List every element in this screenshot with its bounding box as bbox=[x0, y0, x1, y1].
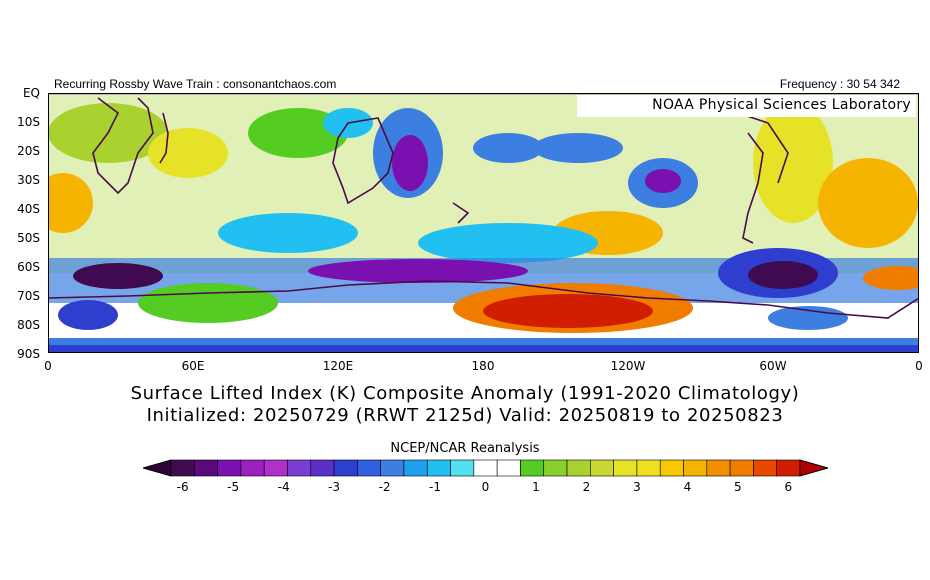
colorbar-bin bbox=[659, 459, 684, 477]
lon-label: 0 bbox=[915, 359, 923, 373]
colorbar-bin bbox=[263, 459, 288, 477]
coastlines bbox=[48, 97, 919, 319]
colorbar-bin bbox=[287, 459, 312, 477]
anomaly-field bbox=[48, 93, 919, 353]
colorbar-bin bbox=[240, 459, 265, 477]
colorbar-tick-label: 5 bbox=[734, 480, 742, 494]
colorbar bbox=[143, 459, 828, 477]
colorbar-bin bbox=[170, 459, 195, 477]
map-credit: NOAA Physical Sciences Laboratory bbox=[577, 95, 916, 117]
colorbar-bin bbox=[590, 459, 614, 477]
colorbar-bin bbox=[473, 459, 498, 477]
colorbar-tick-label: -3 bbox=[328, 480, 341, 494]
lat-label: EQ bbox=[22, 86, 40, 100]
lat-label: 10S bbox=[17, 115, 40, 129]
colorbar-tick-label: -1 bbox=[429, 480, 441, 494]
lon-label: 0 bbox=[44, 359, 52, 373]
colorbar-bin bbox=[753, 459, 778, 477]
colorbar-bin bbox=[403, 459, 428, 477]
colorbar-tick-label: 0 bbox=[481, 480, 490, 494]
lat-label: 20S bbox=[17, 144, 40, 158]
lat-label: 50S bbox=[17, 231, 40, 245]
lat-label: 70S bbox=[17, 289, 40, 303]
colorbar-bin bbox=[729, 459, 754, 477]
colorbar-bin bbox=[426, 459, 451, 477]
lat-label: 30S bbox=[17, 173, 40, 187]
lat-label: 90S bbox=[17, 347, 40, 361]
lat-label: 80S bbox=[17, 318, 40, 332]
colorbar-max-arrow bbox=[799, 459, 828, 477]
lon-label: 120W bbox=[610, 359, 646, 373]
colorbar-bin bbox=[543, 459, 568, 477]
lon-label: 60W bbox=[759, 359, 787, 373]
colorbar-bin bbox=[333, 459, 358, 477]
colorbar-tick-label: -2 bbox=[378, 480, 391, 494]
colorbar-bin bbox=[450, 459, 475, 477]
colorbar-bin bbox=[520, 459, 545, 477]
colorbar-bin bbox=[380, 459, 405, 477]
header-left-text: Recurring Rossby Wave Train : consonantc… bbox=[54, 77, 337, 91]
title-line-1: Surface Lifted Index (K) Composite Anoma… bbox=[130, 383, 800, 404]
colorbar-tick-label: -4 bbox=[277, 480, 290, 494]
lat-label: 60S bbox=[17, 260, 40, 274]
colorbar-bin bbox=[683, 459, 708, 477]
colorbar-bin bbox=[776, 459, 801, 477]
colorbar-bin bbox=[310, 459, 335, 477]
colorbar-bin bbox=[357, 459, 381, 477]
header-right-text: Frequency : 30 54 342 bbox=[779, 77, 900, 91]
colorbar-bin bbox=[636, 459, 661, 477]
colorbar-bin bbox=[706, 459, 731, 477]
lon-label: 180 bbox=[471, 359, 495, 373]
colorbar-bin bbox=[193, 459, 218, 477]
colorbar-tick-label: 2 bbox=[582, 480, 591, 494]
colorbar-bin bbox=[566, 459, 591, 477]
colorbar-tick-label: 3 bbox=[633, 480, 641, 494]
anomaly-map bbox=[48, 93, 919, 353]
colorbar-bin bbox=[496, 459, 521, 477]
lon-label: 120E bbox=[322, 359, 354, 373]
lat-label: 40S bbox=[17, 202, 40, 216]
colorbar-tick-label: 4 bbox=[683, 480, 692, 494]
title-line-2: Initialized: 20250729 (RRWT 2125d) Valid… bbox=[146, 405, 784, 426]
map-panel bbox=[48, 93, 919, 353]
colorbar-min-arrow bbox=[143, 459, 172, 477]
data-source: NCEP/NCAR Reanalysis bbox=[390, 441, 540, 456]
colorbar-tick-label: 1 bbox=[532, 480, 540, 494]
colorbar-bin bbox=[613, 459, 638, 477]
colorbar-tick-label: -6 bbox=[176, 480, 189, 494]
colorbar-bin bbox=[217, 459, 242, 477]
colorbar-tick-label: 6 bbox=[784, 480, 793, 494]
lon-label: 60E bbox=[181, 359, 205, 373]
colorbar-tick-label: -5 bbox=[227, 480, 240, 494]
